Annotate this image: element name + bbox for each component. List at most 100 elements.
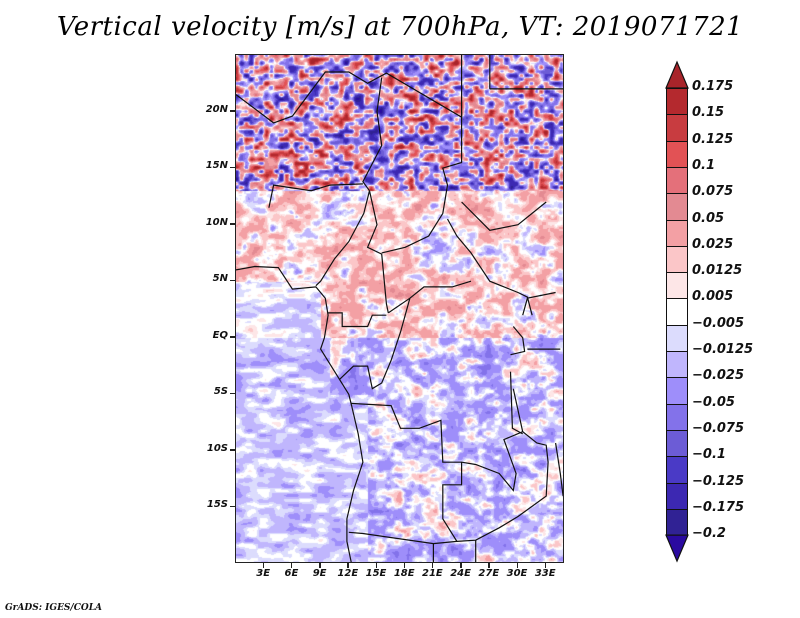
- lon-tick-mark: [262, 563, 265, 568]
- lon-tick-label: 9E: [312, 568, 327, 579]
- colorbar-label: 0.15: [692, 105, 725, 121]
- colorbar-label: −0.175: [692, 499, 745, 515]
- lat-tick-mark: [230, 279, 235, 282]
- colorbar-segment: [666, 114, 688, 142]
- colorbar-segment: [666, 245, 688, 274]
- colorbar-segment: [666, 88, 688, 116]
- colorbar-segment: [666, 482, 688, 510]
- lon-tick-label: 27E: [478, 568, 500, 579]
- border-line: [315, 190, 371, 287]
- border-line: [236, 265, 364, 562]
- colorbar-label: −0.125: [692, 473, 745, 489]
- colorbar-segment: [666, 403, 688, 431]
- colorbar-label: −0.075: [692, 420, 745, 436]
- colorbar-top-arrow: [665, 60, 689, 89]
- colorbar-label: 0.05: [692, 210, 725, 226]
- colorbar-segment: [666, 377, 688, 405]
- lon-tick-label: 12E: [337, 568, 359, 579]
- border-line: [328, 312, 387, 328]
- colorbar-segment: [666, 272, 688, 300]
- lon-tick-label: 15E: [365, 568, 387, 579]
- colorbar-segment: [666, 193, 688, 221]
- colorbar-label: 0.005: [692, 289, 734, 305]
- border-line: [509, 371, 523, 435]
- lon-tick-mark: [290, 563, 293, 568]
- colorbar-segment: [666, 508, 688, 537]
- lon-tick-label: 33E: [534, 568, 556, 579]
- lon-tick-mark: [544, 563, 547, 568]
- colorbar-label: 0.125: [692, 131, 734, 147]
- border-line: [362, 77, 383, 192]
- colorbar-segment: [666, 166, 688, 195]
- border-line: [522, 291, 556, 316]
- lat-tick-mark: [230, 505, 235, 508]
- lat-tick-mark: [230, 336, 235, 338]
- border-line: [381, 111, 463, 254]
- colorbar-label: 0.025: [692, 236, 734, 252]
- colorbar-label: 0.175: [692, 79, 734, 94]
- colorbar-segment: [666, 219, 688, 247]
- border-line: [512, 388, 524, 432]
- colorbar-label: −0.1: [692, 447, 726, 463]
- border-line: [510, 326, 526, 356]
- border-line: [555, 442, 563, 497]
- lon-tick-mark: [488, 563, 490, 568]
- colorbar-segment: [666, 298, 688, 326]
- lat-tick-label: 10N: [205, 216, 228, 228]
- colorbar-segment: [666, 351, 688, 379]
- colorbar-label: −0.05: [692, 394, 735, 410]
- colorbar-label: 0.1: [692, 157, 716, 173]
- grads-credit: GrADS: IGES/COLA: [5, 603, 103, 613]
- border-line: [446, 218, 533, 316]
- colorbar-label: −0.2: [692, 526, 726, 542]
- lon-tick-mark: [431, 563, 434, 568]
- lat-tick-label: EQ: [212, 329, 228, 341]
- lat-tick-label: 5S: [213, 386, 228, 398]
- colorbar-label: −0.005: [692, 315, 745, 331]
- lon-tick-label: 6E: [284, 568, 299, 579]
- colorbar-label: 0.0125: [692, 263, 743, 279]
- lon-tick-mark: [347, 563, 349, 568]
- lon-tick-label: 21E: [422, 568, 443, 579]
- border-line: [338, 298, 411, 390]
- border-line: [348, 402, 463, 545]
- colorbar-bottom-arrow: [665, 534, 689, 563]
- colorbar-label: −0.0125: [692, 342, 754, 357]
- border-line: [456, 431, 549, 542]
- lon-tick-label: 18E: [393, 568, 415, 579]
- map-plot-area: [235, 54, 564, 563]
- border-line: [461, 201, 547, 231]
- lat-tick-mark: [230, 223, 235, 225]
- lat-tick-label: 5N: [212, 273, 228, 285]
- lon-tick-mark: [460, 563, 462, 568]
- colorbar-segment: [666, 456, 688, 484]
- lat-tick-label: 15N: [205, 160, 228, 172]
- lat-tick-mark: [230, 449, 235, 451]
- lat-tick-mark: [230, 392, 235, 395]
- border-line: [236, 55, 463, 124]
- lat-tick-label: 10S: [206, 442, 228, 454]
- lon-tick-label: 3E: [256, 568, 271, 579]
- lat-tick-label: 20N: [205, 103, 228, 115]
- lon-tick-label: 30E: [506, 568, 528, 579]
- colorbar-segment: [666, 324, 688, 352]
- country-borders: [236, 55, 563, 562]
- colorbar-label: −0.025: [692, 368, 745, 384]
- border-line: [268, 183, 363, 208]
- colorbar-label: 0.075: [692, 184, 734, 200]
- lat-tick-mark: [230, 166, 235, 169]
- lon-tick-mark: [403, 563, 406, 568]
- vertical-velocity-field: [236, 55, 563, 562]
- border-line: [387, 280, 472, 314]
- chart-title: Vertical velocity [m/s] at 700hPa, VT: 2…: [56, 12, 744, 42]
- lat-tick-mark: [230, 110, 235, 112]
- colorbar-segment: [666, 429, 688, 458]
- lon-tick-mark: [375, 563, 377, 568]
- lon-tick-label: 24E: [450, 568, 471, 579]
- border-line: [366, 190, 389, 314]
- colorbar-bottom-edge: [666, 535, 688, 537]
- lat-tick-label: 15S: [206, 499, 228, 511]
- colorbar-segment: [666, 140, 688, 168]
- lon-tick-mark: [516, 563, 518, 568]
- lon-tick-mark: [319, 563, 321, 568]
